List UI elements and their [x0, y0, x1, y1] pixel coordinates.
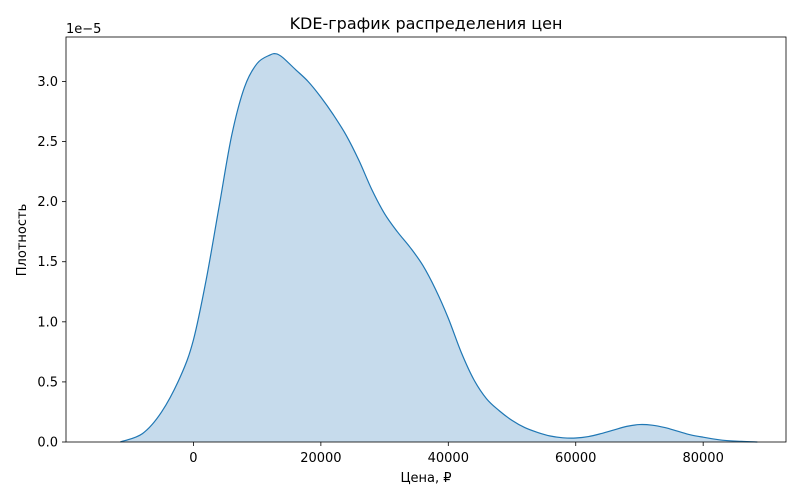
y-tick-label: 2.0 — [37, 195, 58, 210]
x-axis: 0 20000 40000 60000 80000 — [189, 442, 724, 466]
x-tick-label: 40000 — [428, 451, 469, 466]
density-line — [119, 53, 758, 443]
y-tick-label: 3.0 — [37, 75, 58, 90]
y-offset-label: 1e−5 — [66, 22, 101, 37]
y-axis-label: Плотность — [15, 204, 30, 276]
y-tick-label: 2.5 — [37, 135, 58, 150]
y-tick-label: 0.0 — [37, 436, 58, 451]
axes-frame — [65, 36, 787, 443]
x-tick-label: 0 — [189, 451, 197, 466]
plot-area — [65, 36, 787, 443]
y-tick-label: 1.0 — [37, 315, 58, 330]
density-area-fill — [120, 53, 758, 442]
x-tick-label: 60000 — [555, 451, 596, 466]
x-tick-label: 20000 — [300, 451, 341, 466]
x-axis-label: Цена, ₽ — [400, 471, 451, 486]
y-tick-label: 0.5 — [37, 375, 58, 390]
x-tick-label: 80000 — [682, 451, 723, 466]
y-tick-label: 1.5 — [37, 255, 58, 270]
y-axis: 0.0 0.5 1.0 1.5 2.0 2.5 3.0 — [37, 75, 66, 451]
chart-title: KDE-график распределения цен — [290, 14, 563, 33]
